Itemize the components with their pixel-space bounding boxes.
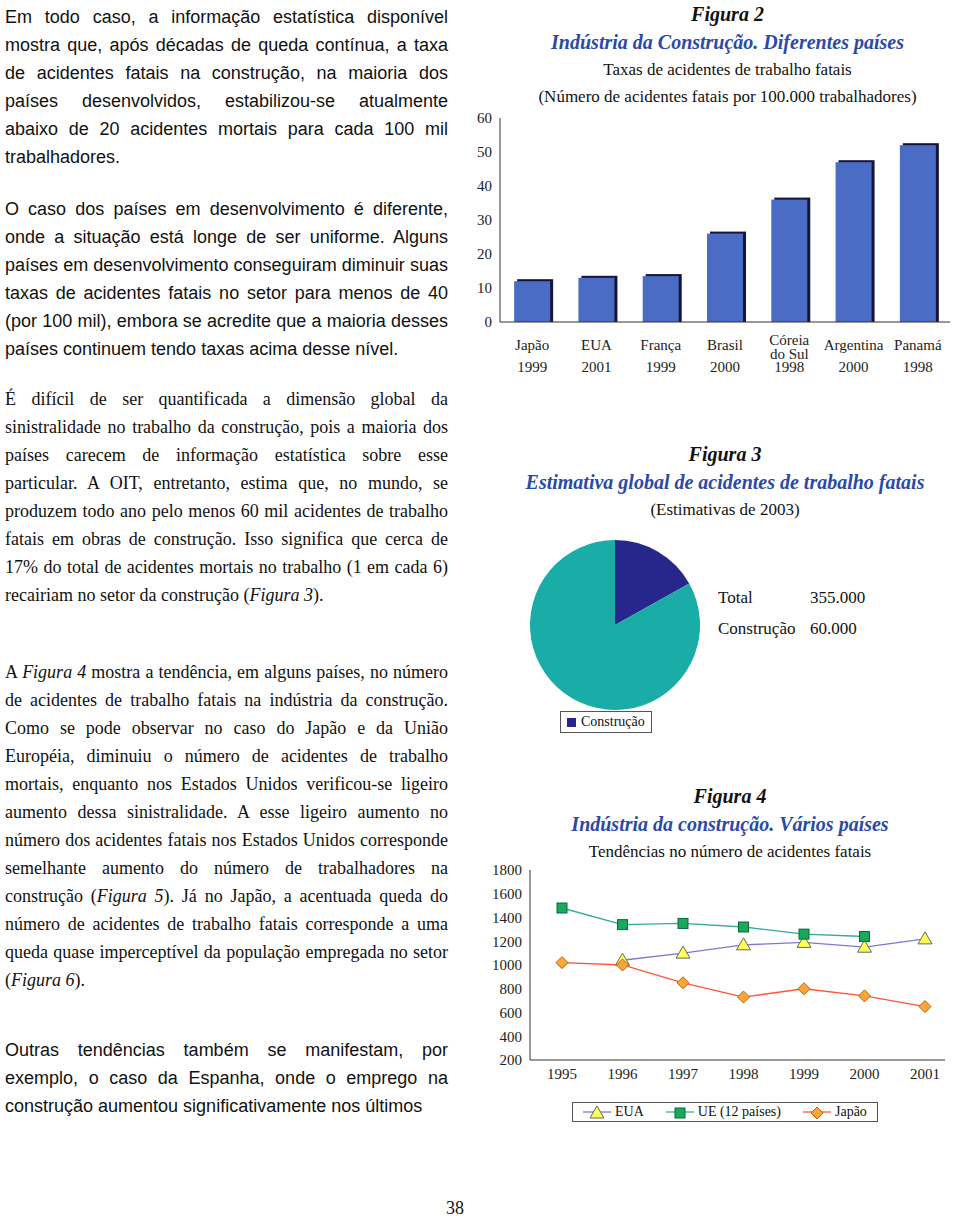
svg-text:Córeia: Córeia: [769, 332, 810, 348]
svg-text:Panamá: Panamá: [894, 337, 942, 353]
html-text:O caso dos países em desenvolv: O caso dos países em desenvolvimento é d…: [5, 199, 448, 359]
html-text:Figura 2: Figura 2: [691, 3, 764, 25]
html-text:Japão: Japão: [835, 1104, 867, 1119]
svg-text:10: 10: [477, 280, 492, 296]
svg-text:2001: 2001: [581, 359, 611, 375]
svg-text:1800: 1800: [492, 862, 522, 878]
svg-text:Argentina: Argentina: [824, 337, 884, 353]
svg-text:2000: 2000: [710, 359, 740, 375]
svg-text:20: 20: [477, 246, 492, 262]
svg-text:1200: 1200: [492, 934, 522, 950]
html-text:(Número de acidentes fatais po: (Número de acidentes fatais por 100.000 …: [538, 87, 917, 106]
svg-text:1995: 1995: [547, 1066, 577, 1082]
html-text:Construção: Construção: [718, 619, 796, 638]
html-text:Tendências no número de aciden: Tendências no número de acidentes fatais: [588, 842, 872, 861]
svg-text:600: 600: [500, 1005, 523, 1021]
svg-text:França: França: [640, 337, 681, 353]
svg-text:800: 800: [500, 981, 523, 997]
svg-text:1600: 1600: [492, 886, 522, 902]
svg-text:EUA: EUA: [581, 337, 612, 353]
svg-text:50: 50: [477, 144, 492, 160]
svg-text:1998: 1998: [774, 359, 804, 375]
svg-text:1997: 1997: [668, 1066, 699, 1082]
html-text:(Estimativas de 2003): (Estimativas de 2003): [650, 500, 800, 519]
html-text:Outras tendências também se ma: Outras tendências também se manifestam, …: [5, 1040, 448, 1116]
svg-text:1999: 1999: [517, 359, 547, 375]
svg-text:2001: 2001: [910, 1066, 940, 1082]
svg-text:Japão: Japão: [515, 337, 549, 353]
html-text:Indústria da Construção. Difer: Indústria da Construção. Diferentes país…: [551, 31, 904, 53]
html-text:Figura 3: Figura 3: [688, 443, 762, 465]
svg-text:do Sul: do Sul: [769, 346, 809, 362]
svg-text:1999: 1999: [646, 359, 676, 375]
svg-text:2000: 2000: [839, 359, 869, 375]
html-text:UE (12 países): UE (12 países): [697, 1104, 781, 1119]
svg-text:60: 60: [477, 110, 492, 126]
svg-text:1998: 1998: [903, 359, 933, 375]
svg-text:30: 30: [477, 212, 492, 228]
html-text:É difícil de ser quantificada: É difícil de ser quantificada a dimensão…: [5, 389, 448, 605]
svg-text:1999: 1999: [789, 1066, 819, 1082]
svg-text:1400: 1400: [492, 910, 522, 926]
svg-text:200: 200: [500, 1052, 523, 1068]
html-text:Total: Total: [718, 588, 753, 607]
html-text:Estimativa global de acidentes: Estimativa global de acidentes de trabal…: [525, 471, 925, 493]
html-text:EUA: EUA: [615, 1104, 644, 1119]
svg-text:400: 400: [500, 1029, 523, 1045]
svg-text:2000: 2000: [850, 1066, 880, 1082]
html-text:Construção: Construção: [581, 714, 645, 729]
html-text:Em todo caso, a informação est: Em todo caso, a informação estatística d…: [5, 7, 448, 167]
html-text:A Figura 4 mostra a tendência,: A Figura 4 mostra a tendência, em alguns…: [5, 662, 448, 990]
html-text:Taxas de acidentes de trabalho: Taxas de acidentes de trabalho fatais: [603, 60, 852, 79]
html-text:355.000: 355.000: [810, 588, 866, 607]
html-text:38: 38: [446, 1198, 464, 1218]
html-text:60.000: 60.000: [810, 619, 857, 638]
html-text:Indústria da construção. Vário: Indústria da construção. Vários países: [571, 813, 889, 835]
svg-text:0: 0: [485, 314, 493, 330]
html-text:Figura 4: Figura 4: [693, 785, 767, 807]
svg-text:40: 40: [477, 178, 492, 194]
svg-text:1000: 1000: [492, 957, 522, 973]
svg-text:1998: 1998: [729, 1066, 759, 1082]
svg-text:Brasil: Brasil: [707, 337, 743, 353]
svg-text:1996: 1996: [608, 1066, 639, 1082]
